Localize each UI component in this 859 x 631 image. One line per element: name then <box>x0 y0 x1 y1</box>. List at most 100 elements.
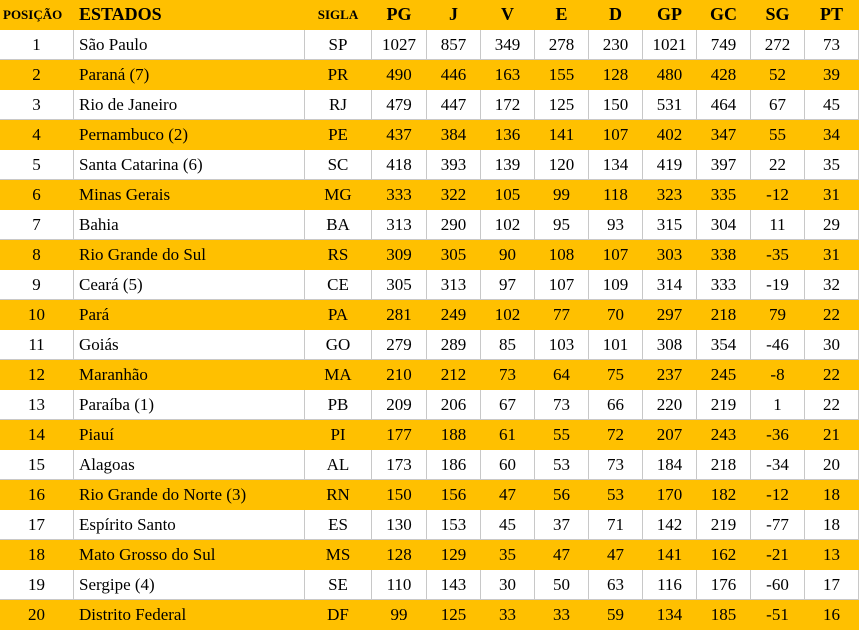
table-cell: 128 <box>589 60 643 90</box>
table-cell: -34 <box>751 450 805 480</box>
table-cell: 75 <box>589 360 643 390</box>
table-cell: 110 <box>372 570 427 600</box>
table-cell: 303 <box>643 240 697 270</box>
table-cell: 45 <box>805 90 859 120</box>
table-cell: 141 <box>535 120 589 150</box>
table-cell: 243 <box>697 420 751 450</box>
table-cell: 304 <box>697 210 751 240</box>
table-cell: 218 <box>697 450 751 480</box>
table-cell: 52 <box>751 60 805 90</box>
table-cell: 93 <box>589 210 643 240</box>
table-cell: 31 <box>805 180 859 210</box>
table-cell: 218 <box>697 300 751 330</box>
table-cell: MA <box>305 360 372 390</box>
state-cell: Piauí <box>74 420 305 450</box>
table-cell: 120 <box>535 150 589 180</box>
table-cell: -51 <box>751 600 805 630</box>
table-cell: 47 <box>589 540 643 570</box>
table-cell: 47 <box>481 480 535 510</box>
table-cell: 97 <box>481 270 535 300</box>
table-cell: 279 <box>372 330 427 360</box>
table-cell: 143 <box>427 570 481 600</box>
table-cell: 21 <box>805 420 859 450</box>
table-cell: 314 <box>643 270 697 300</box>
table-cell: 18 <box>0 540 74 570</box>
header-cell: E <box>535 0 589 30</box>
header-cell: GP <box>643 0 697 30</box>
header-cell: ESTADOS <box>74 0 305 30</box>
table-cell: 185 <box>697 600 751 630</box>
table-cell: 289 <box>427 330 481 360</box>
table-cell: 101 <box>589 330 643 360</box>
table-cell: MG <box>305 180 372 210</box>
header-cell: SG <box>751 0 805 30</box>
header-cell: D <box>589 0 643 30</box>
table-cell: 186 <box>427 450 481 480</box>
table-cell: 18 <box>805 480 859 510</box>
state-cell: São Paulo <box>74 30 305 60</box>
state-cell: Rio Grande do Sul <box>74 240 305 270</box>
state-cell: Paraná (7) <box>74 60 305 90</box>
state-cell: Bahia <box>74 210 305 240</box>
table-cell: 230 <box>589 30 643 60</box>
table-cell: 53 <box>535 450 589 480</box>
table-cell: 15 <box>0 450 74 480</box>
table-cell: 384 <box>427 120 481 150</box>
header-cell: POSIÇÃO <box>0 0 74 30</box>
table-cell: 108 <box>535 240 589 270</box>
table-cell: 18 <box>805 510 859 540</box>
table-cell: 354 <box>697 330 751 360</box>
table-cell: 11 <box>751 210 805 240</box>
table-cell: 71 <box>589 510 643 540</box>
table-cell: 20 <box>805 450 859 480</box>
table-cell: 297 <box>643 300 697 330</box>
table-cell: 428 <box>697 60 751 90</box>
table-cell: -77 <box>751 510 805 540</box>
table-cell: -21 <box>751 540 805 570</box>
table-cell: 136 <box>481 120 535 150</box>
table-cell: 397 <box>697 150 751 180</box>
table-cell: 130 <box>372 510 427 540</box>
table-cell: 16 <box>0 480 74 510</box>
table-cell: 20 <box>0 600 74 630</box>
table-cell: RS <box>305 240 372 270</box>
table-cell: -36 <box>751 420 805 450</box>
table-cell: 72 <box>589 420 643 450</box>
table-cell: 393 <box>427 150 481 180</box>
table-cell: 102 <box>481 300 535 330</box>
table-cell: 173 <box>372 450 427 480</box>
table-cell: 305 <box>372 270 427 300</box>
table-cell: 2 <box>0 60 74 90</box>
table-cell: -8 <box>751 360 805 390</box>
state-cell: Mato Grosso do Sul <box>74 540 305 570</box>
table-cell: 60 <box>481 450 535 480</box>
table-cell: SC <box>305 150 372 180</box>
table-cell: 322 <box>427 180 481 210</box>
table-cell: 184 <box>643 450 697 480</box>
table-cell: 1 <box>0 30 74 60</box>
table-cell: -46 <box>751 330 805 360</box>
table-cell: 17 <box>805 570 859 600</box>
table-cell: 53 <box>589 480 643 510</box>
table-cell: SE <box>305 570 372 600</box>
table-cell: 10 <box>0 300 74 330</box>
table-cell: 207 <box>643 420 697 450</box>
table-cell: 446 <box>427 60 481 90</box>
table-cell: 107 <box>535 270 589 300</box>
table-cell: 315 <box>643 210 697 240</box>
table-cell: 206 <box>427 390 481 420</box>
table-cell: 338 <box>697 240 751 270</box>
table-cell: 105 <box>481 180 535 210</box>
table-cell: 249 <box>427 300 481 330</box>
table-cell: 464 <box>697 90 751 120</box>
table-cell: 333 <box>697 270 751 300</box>
table-cell: 19 <box>0 570 74 600</box>
table-cell: 4 <box>0 120 74 150</box>
table-cell: 129 <box>427 540 481 570</box>
table-cell: 107 <box>589 120 643 150</box>
table-cell: 73 <box>805 30 859 60</box>
table-cell: 245 <box>697 360 751 390</box>
table-cell: 281 <box>372 300 427 330</box>
state-cell: Minas Gerais <box>74 180 305 210</box>
header-cell: PT <box>805 0 859 30</box>
